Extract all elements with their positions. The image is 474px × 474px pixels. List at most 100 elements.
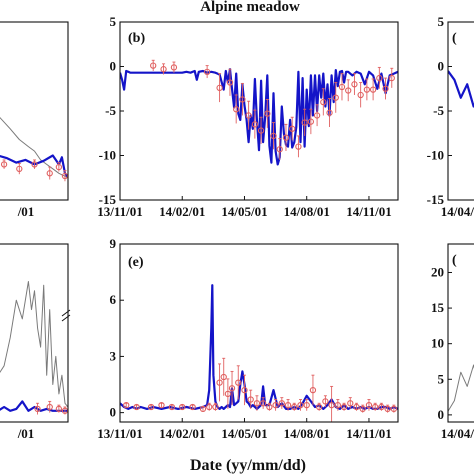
observed-point xyxy=(351,81,358,88)
observed-point xyxy=(359,405,366,413)
panel-label: (e) xyxy=(128,255,144,270)
panel-frame xyxy=(119,243,399,423)
y-tick-label: 6 xyxy=(110,292,117,307)
observed-point xyxy=(376,74,383,82)
observed-point xyxy=(282,134,290,141)
x-tick-label: 14/11/01 xyxy=(346,204,392,219)
observed-point xyxy=(0,161,8,168)
model-line xyxy=(120,68,398,166)
observed-point xyxy=(365,401,373,409)
x-tick-label: 14/05/01 xyxy=(221,204,267,219)
observed-point xyxy=(270,132,277,140)
y-tick-label: 5 xyxy=(438,14,445,29)
axis-break-line xyxy=(61,314,71,322)
observed-point xyxy=(316,403,323,411)
observed-point xyxy=(301,119,308,126)
observed-point xyxy=(158,401,165,409)
observed-point xyxy=(16,165,23,172)
observed-point xyxy=(372,403,379,411)
axis-break-line xyxy=(61,309,71,317)
observed-point xyxy=(123,401,130,409)
panel-data-layer xyxy=(448,364,474,412)
observed-point xyxy=(233,106,240,113)
observed-point xyxy=(338,83,346,91)
observed-point xyxy=(322,398,329,405)
panel-e: 0 3 6 9 13/11/01 14/02/01 14/05/01 14/08/01 14/1… xyxy=(97,236,399,441)
observed-point xyxy=(147,403,155,411)
observed-point xyxy=(266,403,273,411)
y-tick-label: 20 xyxy=(431,264,444,279)
y-tick-label: -10 xyxy=(99,148,116,163)
x-tick-label: 14/11/01 xyxy=(346,426,392,441)
panel-label: (b) xyxy=(128,31,145,46)
observed-point xyxy=(363,86,371,93)
panel-data-layer xyxy=(120,59,398,166)
observed-point xyxy=(226,79,234,86)
observed-point xyxy=(357,91,364,99)
observed-point xyxy=(345,87,352,94)
observed-point xyxy=(291,403,298,411)
observed-point xyxy=(390,405,398,413)
observed-point xyxy=(284,401,292,409)
x-tick-label: 13/11/01 xyxy=(97,204,143,219)
y-tick-label: -5 xyxy=(433,103,444,118)
observed-point xyxy=(203,68,211,75)
axis-break-mark xyxy=(61,309,71,322)
observed-point xyxy=(313,112,321,119)
observed-point xyxy=(245,112,252,119)
observed-point xyxy=(251,121,259,128)
observed-point xyxy=(309,386,317,394)
y-tick-label: 5 xyxy=(438,371,445,386)
observed-point xyxy=(347,400,354,407)
observed-point xyxy=(384,405,391,413)
observed-point xyxy=(55,163,63,171)
observed-point xyxy=(340,403,348,411)
panel-right-bottom: 0 5 10 15 20 14/04/ ( xyxy=(431,243,474,441)
observed-point xyxy=(179,403,186,411)
observed-point xyxy=(216,84,223,92)
observed-point xyxy=(235,379,242,386)
y-tick-label: -15 xyxy=(427,192,445,207)
y-tick-label: -15 xyxy=(99,192,117,207)
observed-point xyxy=(334,401,341,409)
observed-point xyxy=(297,401,304,409)
panel-data-layer xyxy=(0,116,68,182)
gray-series-line xyxy=(0,116,68,179)
observed-point xyxy=(353,403,360,411)
observed-point xyxy=(224,390,232,398)
observed-point xyxy=(133,403,140,411)
y-tick-label: 0 xyxy=(110,59,117,74)
panel-label: ( xyxy=(452,31,457,46)
observed-point xyxy=(206,403,213,411)
y-tick-label: 0 xyxy=(438,59,445,74)
observed-point xyxy=(168,403,176,411)
observed-point xyxy=(220,373,227,381)
observed-point xyxy=(369,86,377,93)
x-tick-label: 14/08/01 xyxy=(284,426,330,441)
observed-point xyxy=(247,396,254,403)
observed-point xyxy=(160,66,167,73)
x-tick-label: /01 xyxy=(17,204,35,219)
observed-point xyxy=(278,400,285,407)
panel-frame xyxy=(0,243,69,423)
panel-left-bottom: /01 xyxy=(0,243,69,441)
y-tick-label: 0 xyxy=(438,407,445,422)
observed-point xyxy=(289,125,296,132)
observed-point xyxy=(241,386,248,394)
y-tick-label: -10 xyxy=(427,148,444,163)
panel-data-layer xyxy=(448,70,474,108)
model-line xyxy=(0,154,68,178)
observed-point xyxy=(295,143,302,150)
panel-label: ( xyxy=(452,253,457,268)
observed-point xyxy=(388,74,395,82)
y-tick-label: 3 xyxy=(110,348,117,363)
y-tick-label: 5 xyxy=(110,14,117,29)
y-tick-label: 15 xyxy=(431,300,445,315)
observed-point xyxy=(303,401,310,409)
y-tick-label: 0 xyxy=(110,405,117,420)
model-line xyxy=(120,284,398,410)
panel-data-layer xyxy=(0,281,68,415)
observed-point xyxy=(307,118,315,125)
panel-left-top: /01 xyxy=(0,21,69,219)
